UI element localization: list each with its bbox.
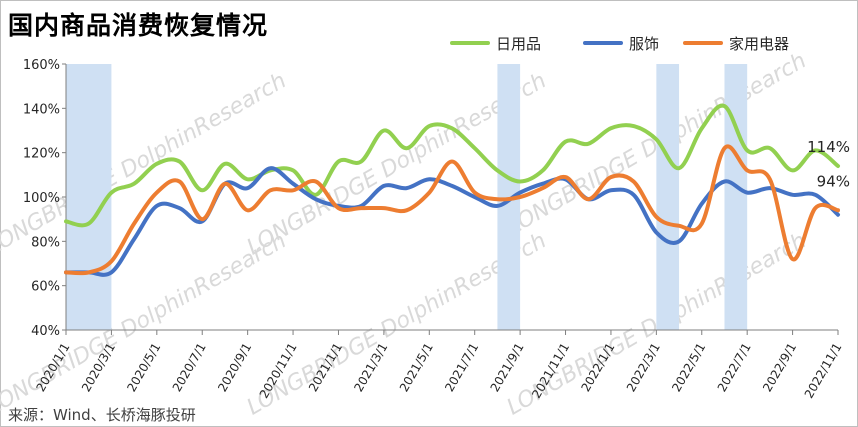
data-label: 114% — [807, 138, 850, 156]
y-tick-label: 120% — [23, 147, 60, 162]
shaded-band — [724, 64, 748, 330]
x-tick-label: 2021/9/1 — [488, 341, 527, 395]
x-tick-label: 2022/7/1 — [715, 341, 754, 395]
x-tick-label: 2022/9/1 — [760, 341, 799, 395]
data-labels: 114% 94% — [807, 138, 850, 190]
y-tick-label: 40% — [31, 324, 60, 339]
source-note: 来源：Wind、长桥海豚投研 — [8, 406, 196, 424]
x-tick-label: 2020/9/1 — [215, 341, 254, 395]
shaded-bands — [66, 64, 748, 330]
y-axis: 40% 60% 80% 100% 120% 140% 160% — [23, 58, 67, 339]
legend-label: 服饰 — [629, 35, 659, 53]
x-axis: 2020/1/1 2020/3/1 2020/5/1 2020/7/1 2020/9/1… — [34, 329, 845, 401]
x-tick-label: 2020/5/1 — [124, 341, 163, 395]
y-tick-label: 60% — [31, 280, 60, 295]
shaded-band — [497, 64, 521, 330]
series-line-2 — [64, 144, 840, 276]
legend: 日用品 服饰 家用电器 — [450, 35, 789, 53]
data-label: 94% — [817, 172, 850, 190]
legend-label: 日用品 — [496, 35, 541, 53]
y-tick-label: 140% — [23, 102, 60, 117]
x-tick-label: 2020/7/1 — [170, 341, 209, 395]
chart-title: 国内商品消费恢复情况 — [8, 11, 269, 40]
series-line-0 — [64, 103, 840, 228]
legend-label: 家用电器 — [729, 35, 789, 53]
y-tick-label: 160% — [23, 58, 60, 73]
shaded-band — [656, 64, 680, 330]
x-tick-label: 2022/5/1 — [669, 341, 708, 395]
y-tick-label: 100% — [23, 191, 60, 206]
x-tick-label: 2021/5/1 — [397, 341, 436, 395]
shaded-band — [66, 64, 112, 330]
x-tick-label: 2022/11/1 — [802, 341, 845, 401]
series-line-1 — [64, 166, 840, 277]
series-lines — [64, 103, 840, 277]
x-tick-label: 2021/7/1 — [442, 341, 481, 395]
watermark-text: LONGBRIDGE DolphinResearch — [0, 68, 291, 260]
y-tick-label: 80% — [31, 235, 60, 250]
